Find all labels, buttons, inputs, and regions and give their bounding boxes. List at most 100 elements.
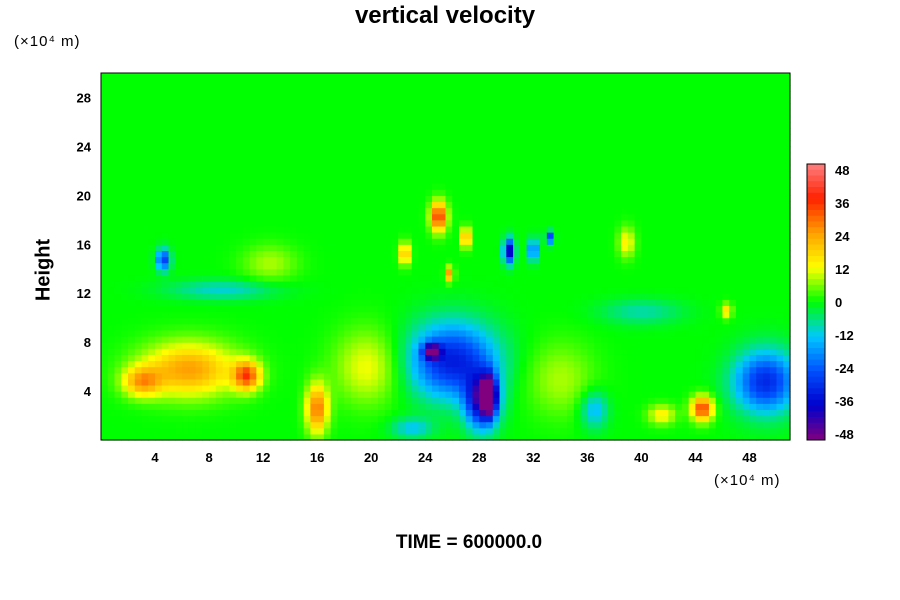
heatmap-cell bbox=[303, 299, 311, 307]
heatmap-cell bbox=[600, 378, 609, 386]
heatmap-cell bbox=[465, 360, 474, 368]
heatmap-cell bbox=[249, 140, 257, 147]
heatmap-cell bbox=[263, 158, 271, 166]
heatmap-cell bbox=[627, 274, 636, 282]
heatmap-cell bbox=[621, 195, 629, 203]
heatmap-cell bbox=[486, 274, 494, 282]
heatmap-cell bbox=[323, 433, 332, 441]
heatmap-cell bbox=[587, 213, 595, 221]
heatmap-cell bbox=[296, 176, 305, 184]
heatmap-cell bbox=[283, 421, 291, 429]
heatmap-cell bbox=[371, 109, 379, 117]
heatmap-cell bbox=[283, 250, 291, 258]
heatmap-cell bbox=[553, 342, 561, 349]
heatmap-cell bbox=[425, 372, 433, 380]
heatmap-cell bbox=[411, 176, 420, 184]
heatmap-cell bbox=[553, 403, 561, 411]
heatmap-cell bbox=[276, 91, 284, 99]
heatmap-cell bbox=[195, 311, 203, 319]
heatmap-cell bbox=[492, 250, 501, 258]
heatmap-cell bbox=[627, 250, 636, 258]
heatmap-cell bbox=[161, 225, 170, 233]
heatmap-cell bbox=[391, 109, 399, 117]
heatmap-cell bbox=[580, 164, 588, 172]
heatmap-cell bbox=[627, 391, 636, 398]
heatmap-cell bbox=[310, 409, 318, 417]
heatmap-cell bbox=[188, 268, 197, 276]
heatmap-cell bbox=[404, 342, 413, 349]
heatmap-cell bbox=[641, 91, 649, 99]
heatmap-cell bbox=[540, 140, 548, 147]
heatmap-cell bbox=[161, 232, 170, 239]
heatmap-cell bbox=[648, 207, 656, 215]
heatmap-cell bbox=[236, 293, 244, 300]
heatmap-cell bbox=[141, 305, 149, 313]
heatmap-cell bbox=[648, 305, 656, 313]
heatmap-cell bbox=[567, 323, 575, 331]
heatmap-cell bbox=[594, 164, 602, 172]
heatmap-cell bbox=[269, 403, 278, 411]
heatmap-cell bbox=[330, 311, 339, 319]
heatmap-cell bbox=[222, 317, 230, 325]
heatmap-cell bbox=[465, 280, 474, 288]
heatmap-cell bbox=[128, 238, 136, 245]
heatmap-cell bbox=[121, 354, 129, 362]
heatmap-cell bbox=[276, 97, 284, 105]
heatmap-cell bbox=[188, 232, 197, 239]
heatmap-cell bbox=[452, 323, 460, 331]
heatmap-cell bbox=[134, 201, 143, 209]
heatmap-cell bbox=[134, 354, 143, 362]
heatmap-cell bbox=[627, 244, 636, 251]
heatmap-cell bbox=[269, 225, 278, 233]
heatmap-cell bbox=[540, 152, 548, 160]
heatmap-cell bbox=[600, 97, 609, 105]
heatmap-cell bbox=[317, 79, 325, 86]
heatmap-cell bbox=[229, 121, 237, 129]
heatmap-cell bbox=[431, 329, 440, 337]
heatmap-cell bbox=[546, 299, 555, 307]
heatmap-cell bbox=[587, 329, 595, 337]
heatmap-cell bbox=[519, 317, 528, 325]
heatmap-cell bbox=[101, 244, 109, 251]
heatmap-cell bbox=[114, 299, 122, 307]
heatmap-cell bbox=[560, 317, 568, 325]
heatmap-cell bbox=[391, 323, 399, 331]
heatmap-cell bbox=[114, 152, 122, 160]
heatmap-cell bbox=[155, 79, 163, 86]
heatmap-cell bbox=[499, 299, 507, 307]
heatmap-cell bbox=[452, 121, 460, 129]
heatmap-cell bbox=[371, 433, 379, 441]
heatmap-cell bbox=[648, 274, 656, 282]
heatmap-cell bbox=[654, 391, 663, 398]
heatmap-cell bbox=[209, 360, 217, 368]
heatmap-cell bbox=[418, 225, 426, 233]
heatmap-cell bbox=[269, 311, 278, 319]
heatmap-cell bbox=[641, 311, 649, 319]
heatmap-cell bbox=[357, 342, 366, 349]
heatmap-cell bbox=[134, 115, 143, 123]
heatmap-cell bbox=[141, 427, 149, 435]
heatmap-cell bbox=[256, 207, 264, 215]
heatmap-cell bbox=[526, 348, 534, 355]
heatmap-cell bbox=[330, 329, 339, 337]
heatmap-cell bbox=[256, 256, 264, 264]
heatmap-cell bbox=[209, 170, 217, 178]
heatmap-cell bbox=[141, 244, 149, 251]
heatmap-cell bbox=[263, 97, 271, 105]
heatmap-cell bbox=[195, 244, 203, 251]
heatmap-cell bbox=[377, 262, 386, 270]
heatmap-cell bbox=[398, 189, 406, 196]
heatmap-cell bbox=[391, 201, 399, 209]
heatmap-cell bbox=[452, 164, 460, 172]
heatmap-cell bbox=[506, 183, 514, 190]
heatmap-cell bbox=[391, 152, 399, 160]
heatmap-cell bbox=[229, 397, 237, 404]
heatmap-cell bbox=[560, 232, 568, 239]
heatmap-cell bbox=[269, 189, 278, 196]
heatmap-cell bbox=[276, 280, 284, 288]
heatmap-cell bbox=[492, 360, 501, 368]
heatmap-cell bbox=[492, 348, 501, 355]
heatmap-cell bbox=[600, 384, 609, 392]
heatmap-cell bbox=[114, 73, 122, 80]
heatmap-cell bbox=[391, 140, 399, 147]
